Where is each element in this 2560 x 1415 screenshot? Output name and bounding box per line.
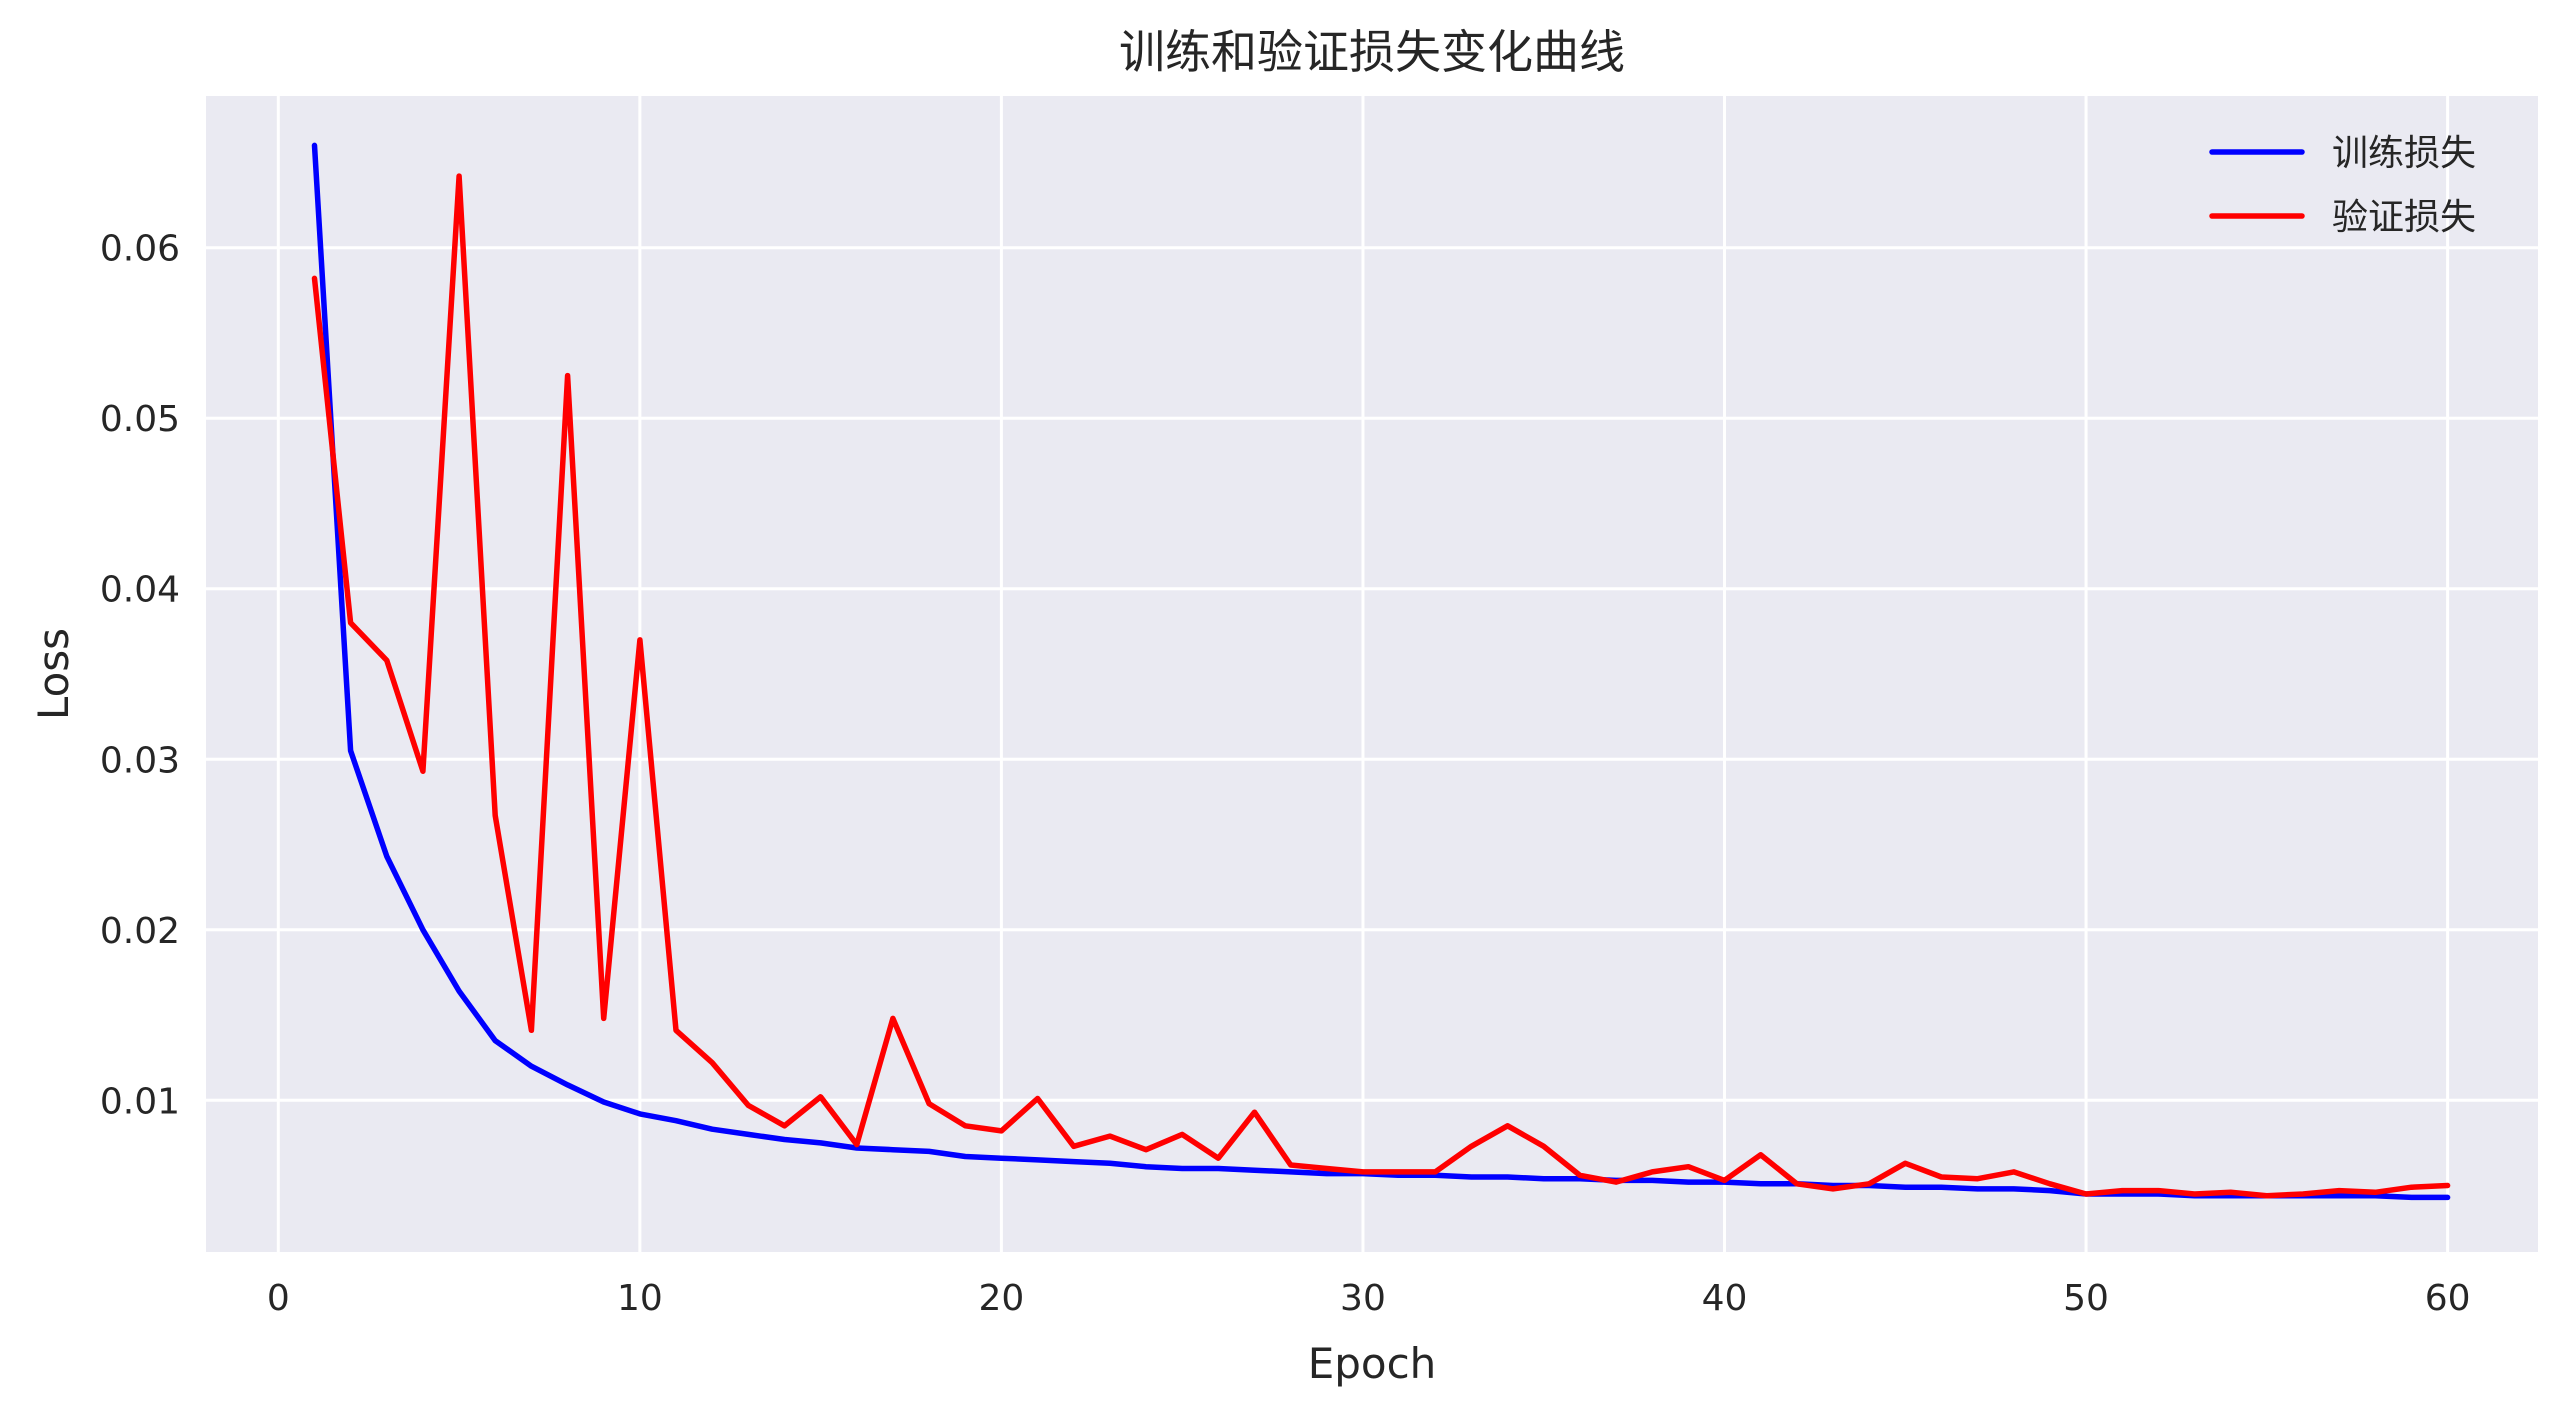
series-lines — [311, 142, 2451, 1201]
y-tick-label: 0.01 — [100, 1081, 180, 1122]
y-tick-labels: 0.01 0.02 0.03 0.04 0.05 0.06 — [100, 229, 180, 1123]
plot-area — [206, 96, 2538, 1252]
val-loss-line — [311, 173, 2451, 1199]
x-tick-label: 10 — [617, 1278, 663, 1319]
x-tick-label: 40 — [1702, 1278, 1748, 1319]
y-tick-label: 0.03 — [100, 740, 180, 781]
y-tick-label: 0.05 — [100, 399, 180, 440]
legend-label-val: 验证损失 — [2332, 197, 2476, 238]
x-tick-label: 0 — [267, 1278, 290, 1319]
x-tick-label: 60 — [2425, 1278, 2471, 1319]
y-tick-label: 0.06 — [100, 229, 180, 270]
x-tick-label: 30 — [1340, 1278, 1386, 1319]
x-axis-label: Epoch — [1308, 1339, 1437, 1388]
y-tick-label: 0.04 — [100, 570, 180, 611]
x-gridlines — [276, 96, 2450, 1252]
x-tick-label: 50 — [2063, 1278, 2109, 1319]
x-tick-label: 20 — [979, 1278, 1025, 1319]
legend-label-train: 训练损失 — [2332, 133, 2476, 174]
y-tick-label: 0.02 — [100, 911, 180, 952]
x-tick-labels: 0 10 20 30 40 50 60 — [267, 1278, 2471, 1319]
y-axis-label: Loss — [29, 628, 78, 720]
legend: 训练损失 验证损失 — [2209, 133, 2476, 238]
chart-title: 训练和验证损失变化曲线 — [1119, 25, 1625, 79]
